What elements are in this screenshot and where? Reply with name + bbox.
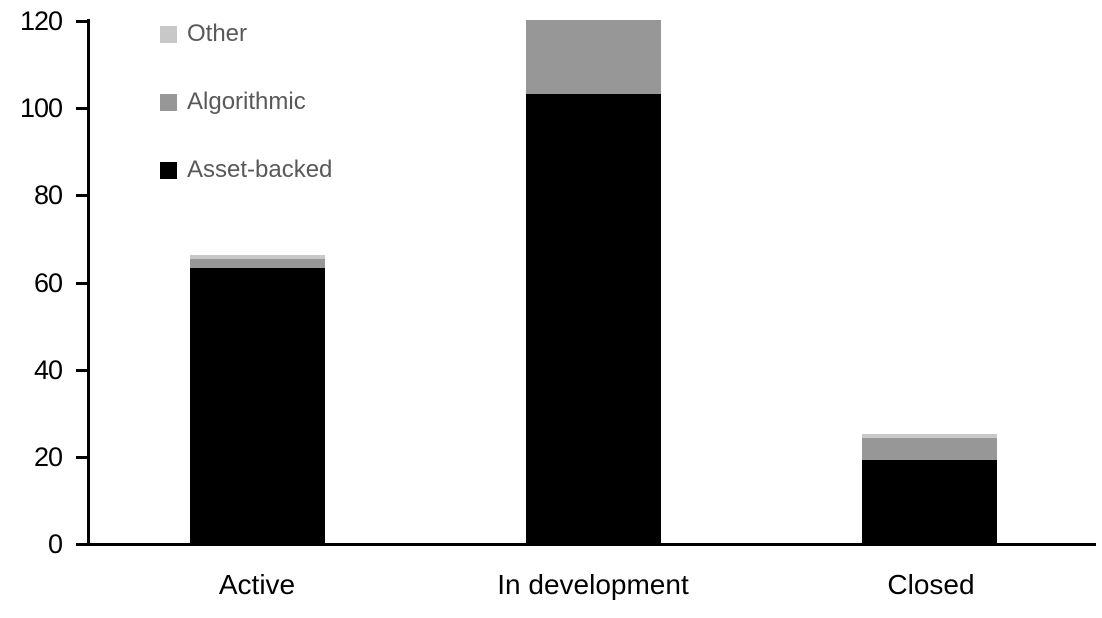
category-label-in-development: In development [497, 569, 689, 600]
category-label-active: Active [218, 569, 296, 600]
legend: Other Algorithmic Asset-backed [160, 20, 332, 183]
bar-closed [862, 434, 997, 543]
legend-item-other: Other [160, 20, 332, 47]
legend-label-asset-backed: Asset-backed [187, 156, 333, 183]
bar-segment-other [862, 434, 997, 438]
category-label-closed: Closed [887, 569, 975, 600]
bar-segment-algorithmic [862, 438, 997, 460]
y-tick-label-120: 120 [19, 6, 63, 36]
legend-swatch-other [160, 25, 177, 43]
bar-segment-other [190, 255, 325, 259]
legend-item-algorithmic: Algorithmic [160, 88, 332, 115]
y-tick-label-80: 80 [33, 180, 63, 210]
y-tick-80 [76, 194, 90, 197]
bar-segment-asset-backed [526, 94, 661, 543]
y-tick-40 [76, 369, 90, 372]
x-axis-line [77, 543, 1096, 546]
bar-active [190, 255, 325, 543]
y-tick-60 [76, 282, 90, 285]
y-tick-label-100: 100 [19, 93, 63, 123]
y-tick-0 [76, 543, 90, 546]
y-tick-100 [76, 107, 90, 110]
y-tick-20 [76, 456, 90, 459]
y-tick-label-40: 40 [33, 355, 63, 385]
bar-segment-algorithmic [526, 20, 661, 94]
bar-segment-algorithmic [190, 259, 325, 268]
legend-swatch-algorithmic [160, 93, 177, 111]
y-tick-label-60: 60 [33, 268, 63, 298]
legend-swatch-asset-backed [160, 161, 177, 179]
y-tick-label-20: 20 [33, 442, 63, 472]
bar-segment-asset-backed [190, 268, 325, 543]
y-tick-120 [76, 20, 90, 23]
bar-in-development [526, 20, 661, 543]
legend-item-asset-backed: Asset-backed [160, 156, 332, 183]
y-tick-label-0: 0 [47, 529, 63, 559]
legend-label-algorithmic: Algorithmic [187, 88, 306, 115]
bar-segment-asset-backed [862, 460, 997, 543]
legend-label-other: Other [187, 20, 248, 47]
